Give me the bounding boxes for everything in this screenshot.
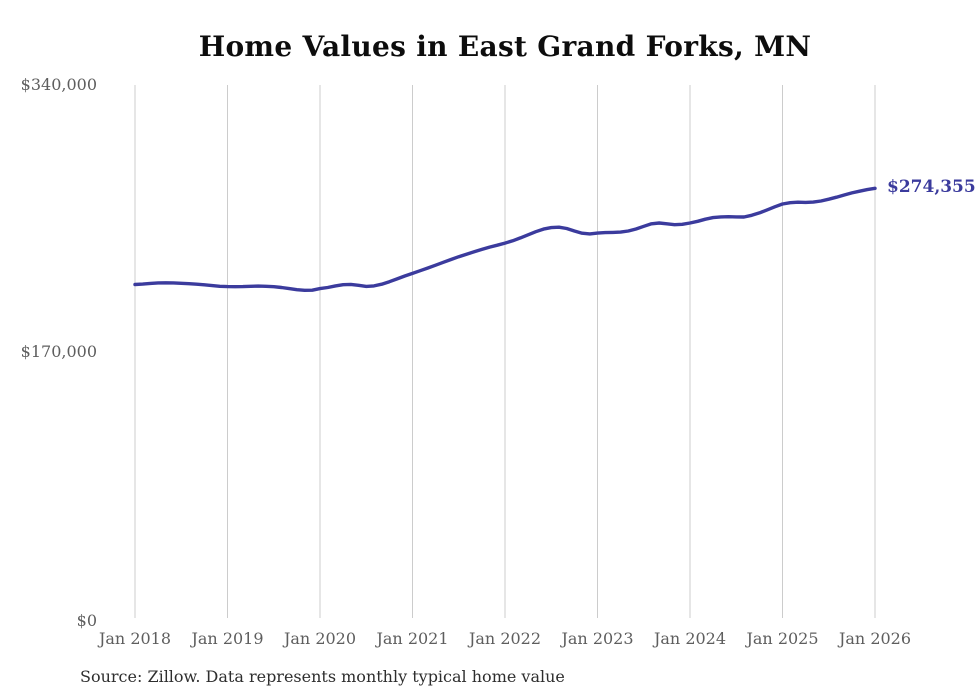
y-axis-label-170000: $170,000 — [20, 342, 97, 361]
x-axis-label: Jan 2021 — [376, 629, 449, 648]
x-axis-label: Jan 2020 — [283, 629, 357, 648]
x-axis-label: Jan 2025 — [746, 629, 819, 648]
y-axis-label-340000: $340,000 — [20, 75, 97, 94]
x-axis-label: Jan 2018 — [98, 629, 172, 648]
x-axis-label: Jan 2024 — [653, 629, 727, 648]
home-value-line — [133, 186, 877, 292]
source-note: Source: Zillow. Data represents monthly … — [80, 667, 565, 686]
x-axis-label: Jan 2023 — [561, 629, 634, 648]
chart-title: Home Values in East Grand Forks, MN — [198, 30, 812, 63]
y-axis-label-0: $0 — [76, 611, 97, 630]
latest-value-label: $274,355 — [887, 177, 976, 198]
x-axis-label: Jan 2019 — [191, 629, 264, 648]
x-axis-label: Jan 2026 — [838, 629, 912, 648]
x-axis-label: Jan 2022 — [468, 629, 542, 648]
